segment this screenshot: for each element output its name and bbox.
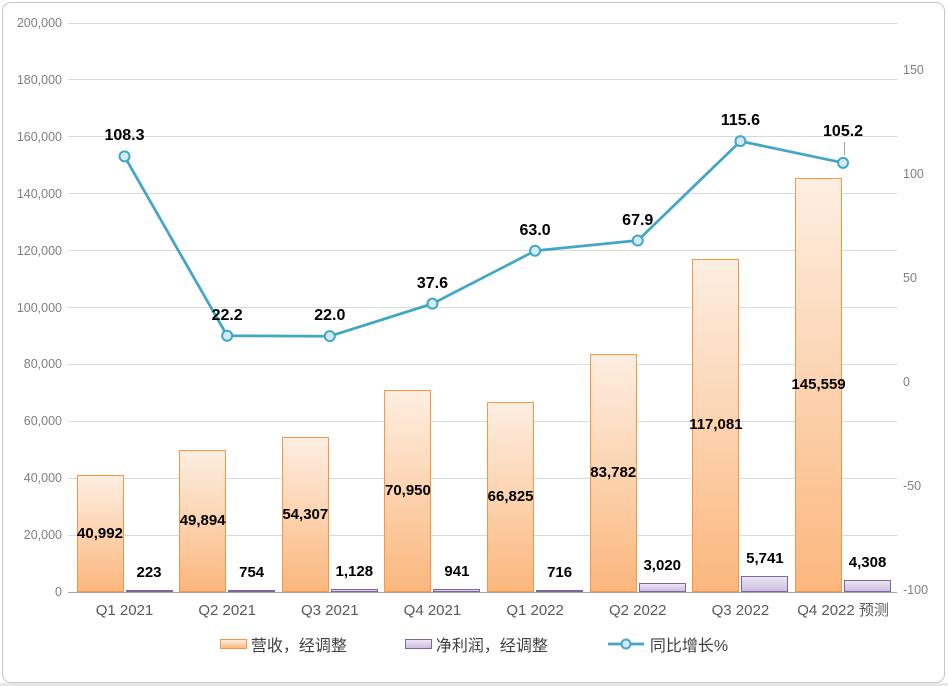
legend-item: 营收，经调整 [219,632,347,656]
gridline [68,136,897,138]
legend-label: 净利润，经调整 [435,638,548,655]
gridline [68,22,897,24]
x-axis-category-label: Q3 2022 [711,602,770,619]
revenue-bar-label: 145,559 [791,375,846,393]
right-axis-tick-label: 0 [903,375,910,389]
left-axis-tick-label: 80,000 [23,357,62,372]
legend-label: 同比增长% [649,638,729,655]
legend-label: 营收，经调整 [250,638,347,655]
right-axis-tick-label: -50 [903,479,922,494]
left-axis-tick-label: 200,000 [16,16,62,30]
net-profit-bar-label: 941 [444,563,470,581]
left-axis-tick-label: 0 [55,585,62,599]
gridline [68,250,897,252]
revenue-bar-label: 66,825 [487,487,534,505]
left-axis-tick-label: 20,000 [23,528,62,543]
net-profit-bar-label: 5,741 [746,549,784,567]
x-axis-category-label: Q1 2022 [506,602,564,619]
revenue-bar [179,450,227,592]
x-axis-line [68,591,897,593]
yoy-value-label: 67.9 [622,211,654,229]
label-leader-line [844,141,846,155]
net-profit-bar [330,588,378,592]
revenue-bar [589,353,637,592]
gridline [68,534,897,536]
left-axis-tick-label: 60,000 [23,414,62,429]
x-axis-category-label: Q4 2022 预测 [797,602,889,619]
revenue-bar-label: 49,894 [179,512,226,530]
left-axis-tick-label: 140,000 [16,186,62,201]
revenue-bar-label: 117,081 [689,416,743,434]
net-profit-bar-label: 4,308 [848,553,887,571]
revenue-bar-label: 40,992 [77,524,123,542]
net-profit-bar-label: 754 [239,563,265,581]
yoy-value-label: 63.0 [519,221,551,239]
x-axis-category-label: Q2 2021 [198,602,256,619]
left-axis-tick-label: 160,000 [16,129,62,144]
x-axis-category-label: Q2 2022 [608,602,667,619]
net-profit-bar [741,575,789,592]
gridline [68,79,897,81]
net-profit-bar [844,579,892,592]
legend: 营收，经调整 净利润，经调整 同比增长% [0,632,948,656]
x-axis-category-label: Q3 2021 [301,602,359,619]
revenue-bar [384,390,432,592]
gridline [68,363,897,365]
left-axis-tick-label: 40,000 [23,471,62,486]
right-axis-tick-label: 100 [903,166,924,181]
net-profit-bar [125,590,173,592]
yoy-value-label: 108.3 [104,127,145,145]
yoy-value-label: 37.6 [416,274,448,292]
yoy-value-label: 22.2 [211,306,243,324]
net-profit-bar-label: 716 [547,563,573,581]
legend-item: 同比增长% [606,632,728,656]
net-profit-bar-label: 3,020 [643,557,682,575]
yoy-value-label: 115.6 [720,112,760,130]
legend-item: 净利润，经调整 [404,632,548,656]
left-axis-tick-label: 100,000 [16,300,62,315]
yoy-legend-sample [607,638,644,650]
revenue-bar [281,437,329,592]
x-axis-category-label: Q4 2021 [403,602,462,619]
yoy-legend-marker [620,638,632,650]
revenue-bar-label: 70,950 [384,482,431,500]
net-profit-bar [228,589,276,592]
net-profit-bar-label: 1,128 [335,562,374,580]
net-profit-bar [433,589,481,592]
revenue-bar-label: 83,782 [590,463,637,481]
net-profit-legend-swatch [404,639,432,649]
net-profit-bar [536,589,584,592]
net-profit-bar-label: 223 [136,564,162,581]
yoy-value-label: 105.2 [823,122,864,140]
x-axis-category-label: Q1 2021 [95,602,154,619]
right-axis-tick-label: 150 [903,62,924,77]
gridline [68,420,897,422]
yoy-value-label: 22.0 [314,307,346,325]
revenue-bar [76,475,124,592]
gridline [68,193,897,195]
net-profit-bar [638,583,686,592]
revenue-bar [487,401,535,592]
revenue-legend-swatch [219,639,247,649]
left-axis-tick-label: 180,000 [16,72,62,87]
left-axis-tick-label: 120,000 [16,243,62,258]
right-axis-tick-label: -100 [903,583,929,598]
revenue-bar-label: 54,307 [282,505,329,523]
bottom-strip [0,683,948,686]
gridline [68,477,897,479]
right-axis-tick-label: 50 [903,270,917,285]
